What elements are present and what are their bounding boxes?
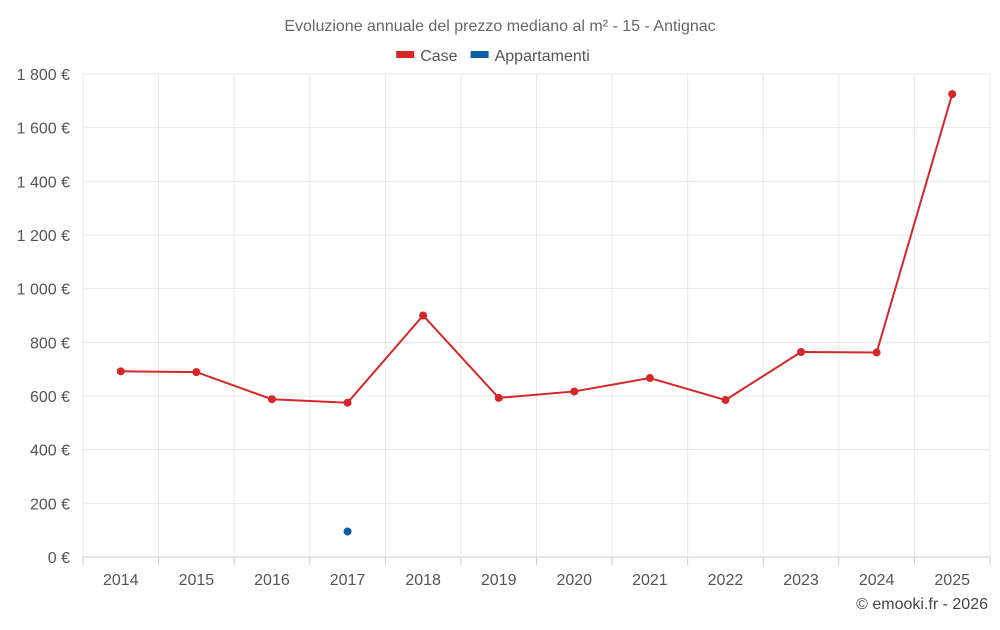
legend-label: Appartamenti	[495, 48, 590, 65]
x-tick-label: 2017	[330, 572, 366, 589]
x-tick-label: 2020	[556, 572, 592, 589]
y-tick-label: 1 000 €	[17, 282, 70, 299]
data-point[interactable]	[797, 347, 806, 356]
legend-item[interactable]: Appartamenti	[470, 48, 590, 65]
data-point[interactable]	[192, 368, 201, 377]
legend-swatch	[396, 51, 415, 58]
x-tick-label: 2016	[254, 572, 290, 589]
data-point[interactable]	[494, 393, 503, 402]
y-tick-label: 600 €	[30, 389, 70, 406]
data-point[interactable]	[419, 311, 428, 320]
legend-item[interactable]: Case	[396, 48, 458, 65]
legend-label: Case	[420, 48, 457, 65]
y-tick-label: 1 600 €	[17, 121, 70, 138]
data-point[interactable]	[267, 395, 276, 404]
y-tick-label: 200 €	[30, 496, 70, 513]
y-tick-label: 1 200 €	[17, 228, 70, 245]
legend: Case Appartamenti	[396, 48, 590, 65]
x-axis: 2014 2015 2016 2017 2018 2019 2020 2021 2022 2023…	[82, 557, 991, 589]
data-point[interactable]	[872, 348, 881, 357]
x-tick-label: 2021	[632, 572, 668, 589]
x-tick-label: 2023	[783, 572, 819, 589]
y-tick-label: 0 €	[48, 550, 70, 567]
series-layer	[116, 90, 957, 536]
grid	[82, 73, 991, 558]
series-line-0	[120, 93, 954, 404]
x-tick-label: 2014	[103, 572, 139, 589]
data-point[interactable]	[721, 396, 730, 405]
legend-swatch	[470, 51, 489, 58]
x-tick-label: 2015	[179, 572, 215, 589]
credit-text: © emooki.fr - 2026	[856, 596, 988, 613]
x-tick-label: 2018	[405, 572, 441, 589]
x-tick-label: 2024	[859, 572, 895, 589]
x-tick-label: 2019	[481, 572, 517, 589]
data-point[interactable]	[948, 90, 957, 99]
x-tick-label: 2022	[708, 572, 744, 589]
chart-title: Evoluzione annuale del prezzo mediano al…	[284, 18, 715, 35]
data-point[interactable]	[343, 398, 352, 407]
y-tick-label: 1 400 €	[17, 174, 70, 191]
data-point[interactable]	[645, 374, 654, 383]
y-tick-label: 400 €	[30, 443, 70, 460]
x-tick-label: 2025	[934, 572, 970, 589]
y-tick-label: 800 €	[30, 335, 70, 352]
data-point[interactable]	[343, 527, 352, 536]
data-point[interactable]	[116, 367, 125, 376]
data-point[interactable]	[570, 387, 579, 396]
y-tick-label: 1 800 €	[17, 67, 70, 84]
y-axis: 0 € 200 € 400 € 600 € 800 € 1 000 € 1 200 € 1 4…	[17, 67, 70, 567]
